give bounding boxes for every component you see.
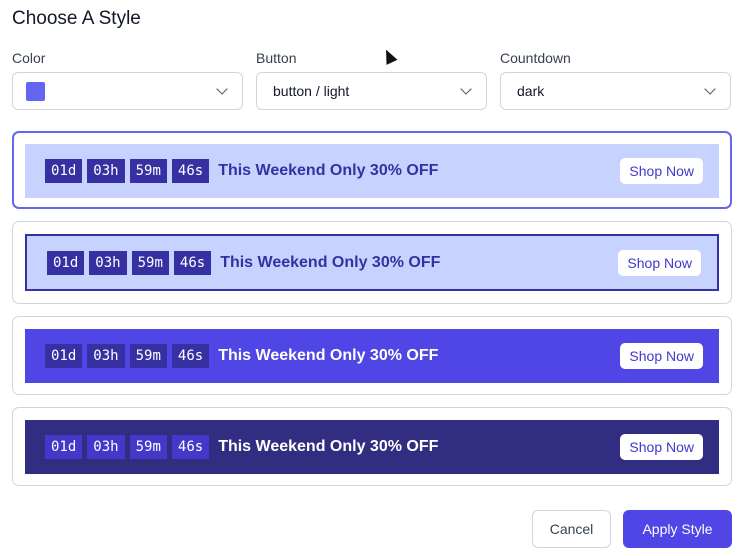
apply-style-button[interactable]: Apply Style (623, 510, 732, 548)
color-field: Color (12, 50, 243, 110)
countdown-box: 03h (87, 435, 125, 459)
banner-message: This Weekend Only 30% OFF (218, 162, 439, 179)
color-label: Color (12, 50, 46, 66)
countdown-label: Countdown (500, 50, 571, 66)
shop-now-button[interactable]: Shop Now (620, 158, 703, 184)
countdown-box: 46s (171, 159, 210, 183)
countdown-box: 03h (87, 159, 125, 183)
shop-now-button[interactable]: Shop Now (620, 343, 703, 369)
color-swatch (26, 81, 45, 101)
chevron-down-icon (704, 83, 716, 95)
countdown-box: 59m (129, 344, 167, 368)
style-option-1[interactable]: 01d 03h 59m 46s This Weekend Only 30% OFF Sho… (12, 131, 732, 209)
button-select[interactable]: button / light (256, 72, 487, 110)
countdown-box: 59m (129, 435, 167, 459)
banner-preview: 01d 03h 59m 46s This Weekend Only 30% OFF Sho… (25, 144, 719, 198)
chevron-down-icon (460, 83, 472, 95)
banner-preview: 01d 03h 59m 46s This Weekend Only 30% OFF Sho… (25, 234, 719, 291)
countdown-box: 46s (171, 435, 210, 459)
countdown-box: 03h (89, 250, 127, 275)
cancel-button[interactable]: Cancel (532, 510, 611, 548)
countdown-box: 46s (171, 344, 210, 368)
countdown-box: 01d (47, 250, 85, 275)
banner-preview: 01d 03h 59m 46s This Weekend Only 30% OFF Sho… (25, 329, 719, 383)
banner-message: This Weekend Only 30% OFF (218, 347, 439, 364)
style-option-4[interactable]: 01d 03h 59m 46s This Weekend Only 30% OFF Sho… (12, 407, 732, 486)
countdown-box: 01d (45, 159, 83, 183)
countdown-box: 59m (129, 159, 167, 183)
countdown-field: Countdown dark (500, 50, 731, 110)
shop-now-button[interactable]: Shop Now (618, 249, 701, 276)
banner-preview: 01d 03h 59m 46s This Weekend Only 30% OFF Sho… (25, 420, 719, 474)
button-select-value: button / light (273, 83, 350, 99)
color-select[interactable] (12, 72, 243, 110)
countdown-select[interactable]: dark (500, 72, 731, 110)
countdown-box: 01d (45, 344, 83, 368)
style-option-3[interactable]: 01d 03h 59m 46s This Weekend Only 30% OFF Sho… (12, 316, 732, 395)
banner-message: This Weekend Only 30% OFF (218, 438, 439, 455)
button-label: Button (256, 50, 297, 66)
countdown-box: 01d (45, 435, 83, 459)
banner-message: This Weekend Only 30% OFF (220, 253, 441, 271)
countdown-select-value: dark (517, 83, 545, 99)
button-field: Button button / light (256, 50, 487, 110)
countdown-box: 46s (173, 250, 212, 275)
countdown-box: 59m (131, 250, 169, 275)
style-option-2[interactable]: 01d 03h 59m 46s This Weekend Only 30% OFF Sho… (12, 221, 732, 304)
shop-now-button[interactable]: Shop Now (620, 434, 703, 460)
countdown-box: 03h (87, 344, 125, 368)
dialog-title: Choose A Style (12, 8, 141, 29)
chevron-down-icon (216, 83, 228, 95)
